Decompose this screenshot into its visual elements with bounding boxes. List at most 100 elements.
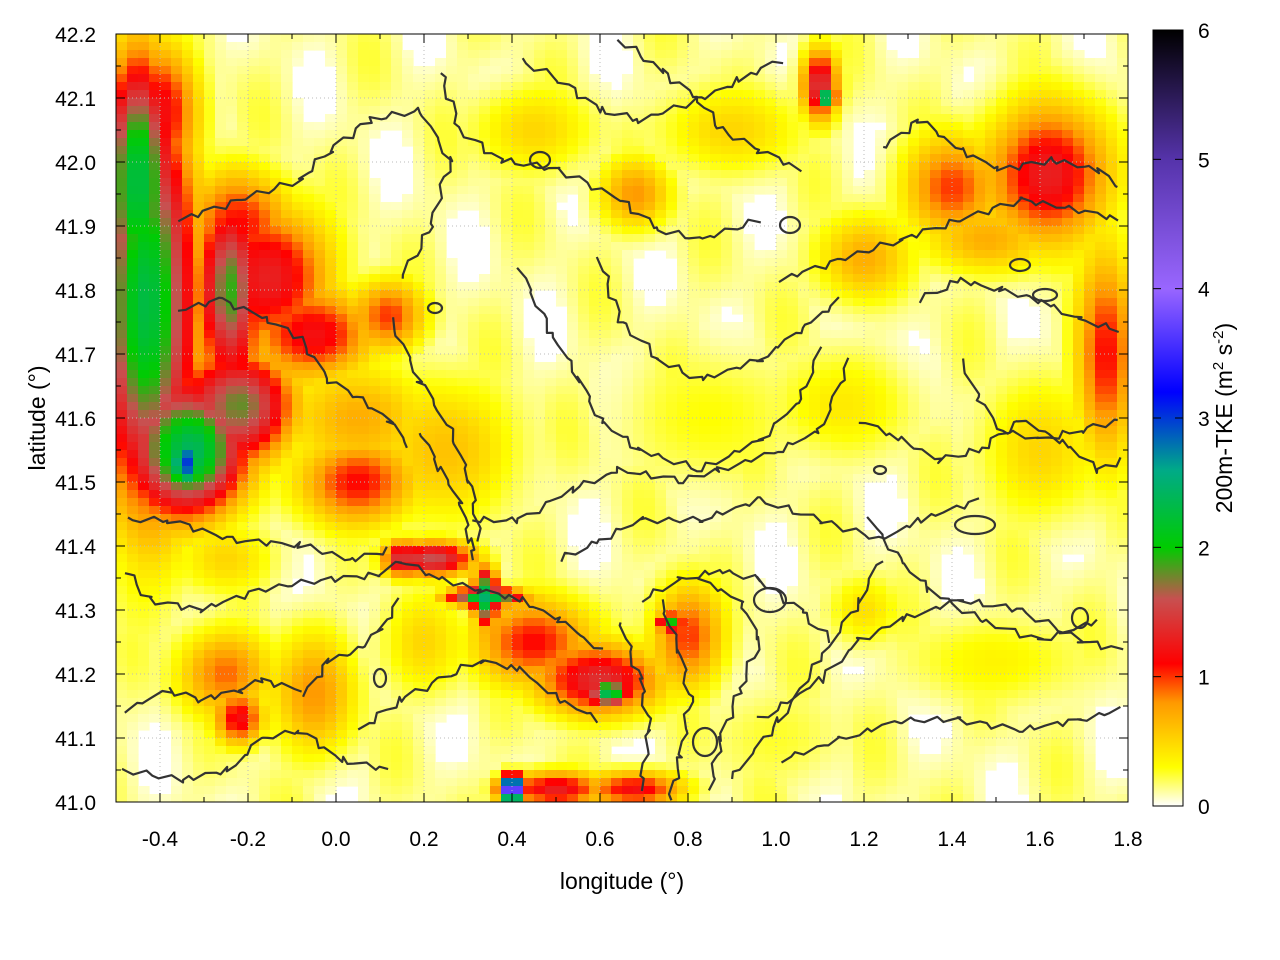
tke-cell: [776, 378, 788, 387]
tke-cell: [303, 410, 315, 419]
tke-cell: [391, 122, 403, 131]
tke-cell: [787, 194, 799, 203]
tke-cell: [479, 178, 491, 187]
tke-cell: [589, 138, 601, 147]
tke-cell: [204, 266, 216, 275]
tke-cell: [281, 178, 293, 187]
tke-cell: [1084, 242, 1096, 251]
tke-cell: [721, 106, 733, 115]
tke-cell: [347, 210, 359, 219]
tke-cell: [710, 306, 722, 315]
tke-cell: [215, 442, 227, 451]
tke-cell: [952, 282, 964, 291]
tke-cell: [666, 394, 678, 403]
tke-cell: [281, 434, 293, 443]
tke-cell: [446, 122, 458, 131]
tke-cell: [468, 74, 480, 83]
tke-cell: [556, 90, 568, 99]
tke-cell: [787, 386, 799, 395]
tke-cell: [116, 162, 128, 171]
tke-cell: [369, 242, 381, 251]
tke-cell: [897, 370, 909, 379]
tke-cell: [864, 194, 876, 203]
tke-cell: [644, 378, 656, 387]
tke-cell: [688, 170, 700, 179]
tke-cell: [402, 370, 414, 379]
tke-cell: [666, 250, 678, 259]
tke-cell: [237, 154, 249, 163]
tke-cell: [886, 90, 898, 99]
tke-cell: [699, 434, 711, 443]
tke-cell: [798, 186, 810, 195]
tke-cell: [644, 74, 656, 83]
tke-cell: [534, 274, 546, 283]
tke-cell: [820, 146, 832, 155]
tke-cell: [314, 378, 326, 387]
tke-cell: [402, 418, 414, 427]
tke-cell: [743, 258, 755, 267]
tke-cell: [677, 386, 689, 395]
tke-cell: [600, 178, 612, 187]
tke-cell: [897, 58, 909, 67]
tke-cell: [435, 98, 447, 107]
tke-cell: [215, 122, 227, 131]
tke-cell: [611, 122, 623, 131]
tke-cell: [721, 394, 733, 403]
tke-cell: [952, 50, 964, 59]
tke-cell: [864, 226, 876, 235]
tke-cell: [644, 226, 656, 235]
tke-cell: [754, 282, 766, 291]
tke-cell: [369, 402, 381, 411]
tke-cell: [710, 106, 722, 115]
tke-cell: [743, 346, 755, 355]
tke-cell: [864, 98, 876, 107]
tke-cell: [567, 106, 579, 115]
tke-cell: [182, 66, 194, 75]
tke-cell: [666, 186, 678, 195]
tke-cell: [1073, 386, 1085, 395]
tke-cell: [820, 242, 832, 251]
tke-cell: [842, 322, 854, 331]
tke-cell: [171, 322, 183, 331]
tke-cell: [754, 266, 766, 275]
tke-cell: [336, 210, 348, 219]
tke-cell: [996, 90, 1008, 99]
tke-cell: [171, 362, 183, 371]
tke-cell: [578, 138, 590, 147]
tke-cell: [644, 234, 656, 243]
tke-cell: [380, 66, 392, 75]
tke-cell: [413, 154, 425, 163]
tke-cell: [1095, 82, 1107, 91]
tke-cell: [864, 306, 876, 315]
tke-cell: [292, 274, 304, 283]
tke-cell: [798, 66, 810, 75]
tke-cell: [1029, 226, 1041, 235]
tke-cell: [171, 106, 183, 115]
tke-cell: [490, 170, 502, 179]
tke-cell: [787, 258, 799, 267]
tke-cell: [248, 394, 260, 403]
tke-cell: [820, 282, 832, 291]
tke-cell: [215, 330, 227, 339]
tke-cell: [688, 58, 700, 67]
tke-cell: [281, 226, 293, 235]
tke-cell: [985, 386, 997, 395]
tke-cell: [369, 474, 381, 483]
tke-cell: [435, 322, 447, 331]
tke-cell: [116, 138, 128, 147]
tke-cell: [248, 354, 260, 363]
tke-cell: [534, 34, 546, 43]
tke-cell: [193, 186, 205, 195]
tke-cell: [270, 194, 282, 203]
tke-cell: [1040, 34, 1052, 43]
tke-cell: [864, 354, 876, 363]
tke-cell: [952, 258, 964, 267]
tke-cell: [1106, 458, 1118, 467]
tke-cell: [259, 370, 271, 379]
tke-cell: [556, 482, 568, 491]
tke-cell: [798, 90, 810, 99]
tke-cell: [908, 426, 920, 435]
tke-cell: [1051, 170, 1063, 179]
tke-cell: [292, 378, 304, 387]
